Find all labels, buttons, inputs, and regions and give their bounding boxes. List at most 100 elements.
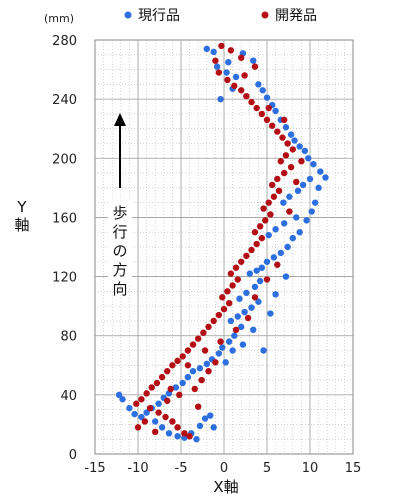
point-current: [225, 58, 232, 66]
point-current: [155, 400, 162, 407]
point-current: [203, 360, 210, 368]
point-current: [317, 168, 324, 175]
point-developed: [262, 217, 269, 224]
point-developed: [268, 181, 276, 189]
point-current: [138, 413, 145, 421]
point-current: [296, 229, 303, 236]
point-current: [143, 409, 150, 416]
point-developed: [200, 329, 207, 336]
point-current: [225, 338, 233, 345]
point-developed: [212, 57, 219, 64]
point-developed: [286, 208, 293, 215]
point-current: [196, 365, 204, 372]
point-current: [241, 308, 248, 316]
point-developed: [248, 98, 255, 106]
point-current: [259, 87, 266, 94]
point-developed: [176, 391, 183, 399]
point-current: [296, 143, 303, 150]
point-current: [293, 214, 300, 221]
point-current: [158, 424, 166, 431]
y-unit-label: (mm): [44, 12, 74, 25]
point-developed: [146, 404, 154, 412]
point-developed: [198, 376, 205, 384]
point-developed: [212, 359, 219, 366]
x-tick-label: -5: [175, 461, 188, 476]
point-current: [231, 332, 238, 339]
y-tick-label: 200: [52, 152, 77, 167]
point-developed: [217, 338, 224, 345]
point-developed: [256, 223, 264, 230]
point-developed: [281, 169, 288, 177]
legend-marker-current: [124, 11, 132, 19]
point-developed: [174, 424, 181, 431]
y-tick-label: 120: [52, 271, 77, 286]
point-developed: [281, 116, 288, 124]
point-current: [281, 220, 288, 227]
point-developed: [270, 193, 278, 200]
point-current: [189, 368, 197, 375]
point-developed: [253, 104, 260, 112]
point-current: [255, 298, 262, 305]
point-developed: [284, 140, 291, 147]
point-developed: [205, 368, 212, 375]
x-axis-label: X軸: [213, 478, 238, 496]
point-developed: [219, 294, 226, 301]
point-developed: [251, 294, 259, 301]
point-current: [152, 418, 159, 425]
point-developed: [260, 205, 267, 212]
point-current: [310, 161, 317, 168]
point-current: [306, 175, 314, 183]
legend-label-developed: 開発品: [275, 8, 317, 24]
point-developed: [263, 276, 271, 283]
point-current: [184, 373, 192, 381]
point-current: [243, 289, 250, 297]
point-current: [258, 264, 266, 271]
point-current: [196, 422, 204, 430]
point-developed: [232, 326, 240, 333]
point-current: [267, 310, 274, 317]
point-developed: [243, 92, 250, 100]
point-current: [232, 73, 240, 81]
point-current: [270, 254, 278, 261]
point-developed: [287, 163, 295, 171]
point-current: [286, 193, 293, 200]
point-developed: [232, 264, 240, 271]
point-developed: [164, 368, 171, 375]
legend: 現行品 開発品: [124, 8, 317, 24]
point-current: [250, 326, 257, 333]
data-points: [115, 42, 329, 443]
y-tick-label: 0: [69, 448, 77, 463]
point-current: [213, 63, 221, 70]
point-developed: [164, 397, 171, 404]
point-developed: [184, 347, 192, 354]
y-tick-label: 40: [60, 389, 77, 404]
point-current: [246, 270, 253, 277]
x-tick-label: 15: [345, 461, 362, 476]
point-developed: [155, 409, 162, 416]
point-current: [272, 291, 279, 298]
y-tick-label: 80: [60, 330, 77, 345]
point-developed: [244, 314, 252, 322]
point-current: [303, 217, 310, 224]
point-developed: [227, 270, 235, 277]
point-developed: [227, 47, 235, 54]
x-tick-label: 5: [263, 461, 271, 476]
point-current: [238, 323, 245, 331]
x-tick-label: -15: [84, 461, 105, 476]
point-developed: [265, 104, 272, 112]
point-developed: [174, 357, 181, 365]
point-current: [315, 184, 322, 192]
point-current: [305, 155, 312, 162]
point-developed: [243, 252, 250, 260]
point-current: [229, 347, 236, 354]
point-developed: [274, 175, 281, 183]
point-current: [222, 359, 229, 366]
point-developed: [224, 76, 231, 84]
point-current: [280, 199, 287, 206]
point-current: [272, 107, 279, 115]
point-current: [174, 433, 181, 440]
point-current: [272, 226, 279, 233]
point-developed: [231, 82, 238, 90]
point-developed: [277, 158, 284, 165]
